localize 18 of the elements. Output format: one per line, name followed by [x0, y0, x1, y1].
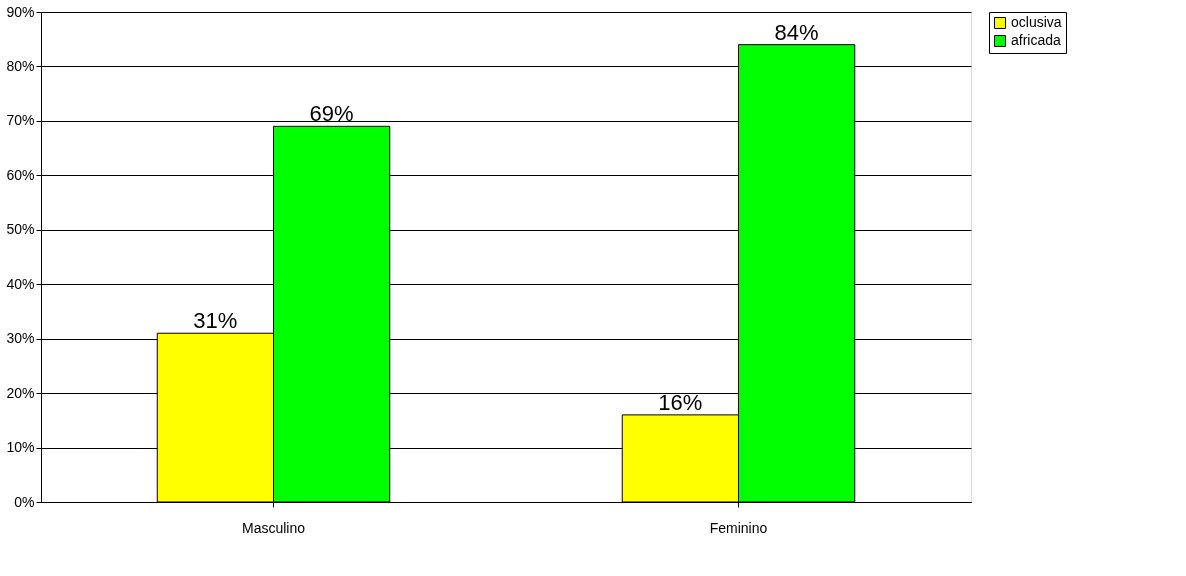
- x-tick-label: Masculino: [241, 519, 306, 536]
- legend-label: oclusiva: [1011, 14, 1062, 30]
- y-tick-label: 20%: [6, 384, 35, 401]
- x-tick-label: Feminino: [709, 519, 768, 536]
- y-tick-label: 50%: [6, 221, 35, 238]
- y-tick-label: 0%: [14, 493, 35, 510]
- legend-label: africada: [1011, 32, 1062, 48]
- y-tick-label: 80%: [6, 57, 35, 74]
- data-label: 31%: [193, 308, 238, 334]
- data-label: 16%: [658, 389, 703, 415]
- data-label: 84%: [774, 19, 819, 45]
- data-label: 69%: [309, 101, 354, 127]
- y-tick-label: 90%: [6, 3, 35, 20]
- y-tick-label: 60%: [6, 166, 35, 183]
- y-tick-label: 70%: [6, 112, 35, 129]
- y-tick-label: 10%: [6, 439, 35, 456]
- y-tick-label: 30%: [6, 330, 35, 347]
- y-tick-label: 40%: [6, 275, 35, 292]
